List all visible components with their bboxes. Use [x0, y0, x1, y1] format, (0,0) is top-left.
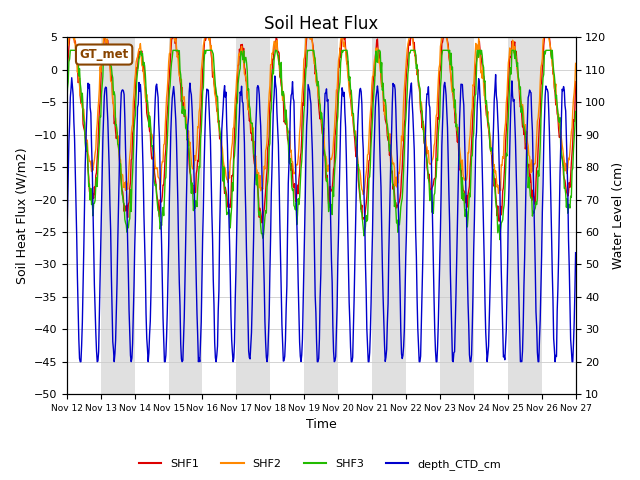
depth_CTD_cm	[383, 320, 391, 325]
SHF1	[177, 83, 184, 89]
Line: SHF2: SHF2	[67, 37, 575, 194]
Line: SHF1: SHF1	[67, 37, 575, 223]
SHF3	[572, 108, 579, 114]
SHF1	[572, 79, 579, 84]
SHF2	[384, 133, 392, 139]
SHF2	[572, 60, 579, 66]
SHF3	[177, 72, 184, 78]
SHF1	[63, 78, 70, 84]
Bar	[304, 37, 338, 394]
Legend: SHF1, SHF2, SHF3, depth_CTD_cm: SHF1, SHF2, SHF3, depth_CTD_cm	[135, 455, 505, 474]
depth_CTD_cm	[204, 87, 211, 93]
Bar	[440, 37, 474, 394]
Bar	[168, 37, 202, 394]
depth_CTD_cm	[72, 199, 80, 205]
depth_CTD_cm	[76, 359, 84, 365]
SHF1	[204, 35, 211, 40]
SHF1	[125, 200, 133, 205]
SHF2	[177, 79, 184, 85]
SHF2	[204, 35, 211, 40]
depth_CTD_cm	[63, 247, 70, 252]
depth_CTD_cm	[177, 341, 184, 347]
Bar	[100, 37, 134, 394]
SHF2	[125, 164, 133, 169]
Bar	[508, 37, 541, 394]
Text: GT_met: GT_met	[79, 48, 129, 61]
SHF1	[399, 148, 407, 154]
depth_CTD_cm	[492, 72, 499, 77]
SHF3	[73, 51, 81, 57]
depth_CTD_cm	[572, 250, 579, 255]
depth_CTD_cm	[125, 308, 133, 313]
depth_CTD_cm	[398, 356, 406, 361]
Y-axis label: Soil Heat Flux (W/m2): Soil Heat Flux (W/m2)	[15, 147, 28, 284]
Bar	[372, 37, 406, 394]
SHF3	[67, 48, 74, 53]
SHF3	[63, 103, 70, 108]
SHF3	[125, 218, 133, 224]
X-axis label: Time: Time	[306, 419, 337, 432]
SHF1	[384, 137, 392, 143]
Title: Soil Heat Flux: Soil Heat Flux	[264, 15, 378, 33]
SHF2	[65, 35, 73, 40]
Bar	[236, 37, 270, 394]
SHF2	[73, 56, 81, 62]
SHF2	[63, 60, 70, 65]
SHF3	[383, 121, 391, 127]
Line: SHF3: SHF3	[67, 50, 575, 240]
SHF2	[360, 192, 367, 197]
SHF1	[259, 220, 266, 226]
SHF3	[204, 48, 211, 53]
Y-axis label: Water Level (cm): Water Level (cm)	[612, 162, 625, 269]
Line: depth_CTD_cm: depth_CTD_cm	[67, 74, 575, 362]
SHF1	[73, 47, 81, 53]
SHF3	[398, 195, 406, 201]
SHF3	[496, 237, 504, 242]
SHF1	[66, 35, 74, 40]
SHF2	[399, 119, 407, 124]
